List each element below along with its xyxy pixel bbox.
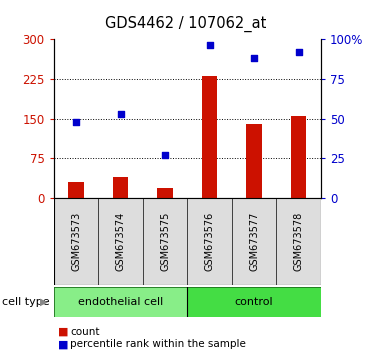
Text: ■: ■ [58, 327, 68, 337]
Text: GSM673578: GSM673578 [294, 212, 303, 271]
Bar [68, 182, 84, 198]
Text: ■: ■ [58, 339, 68, 349]
Text: cell type: cell type [2, 297, 49, 307]
Text: percentile rank within the sample: percentile rank within the sample [70, 339, 246, 349]
Text: control: control [235, 297, 273, 307]
Text: GSM673576: GSM673576 [205, 212, 214, 271]
Point [73, 119, 79, 125]
Point [162, 152, 168, 158]
Bar [246, 124, 262, 198]
Point [251, 55, 257, 61]
Text: GDS4462 / 107062_at: GDS4462 / 107062_at [105, 16, 266, 32]
Bar [113, 177, 128, 198]
Point [118, 111, 124, 117]
Text: ▶: ▶ [40, 297, 48, 307]
Text: GSM673575: GSM673575 [160, 212, 170, 271]
Point [296, 49, 302, 55]
Text: GSM673573: GSM673573 [71, 212, 81, 271]
Bar [291, 116, 306, 198]
Bar [187, 287, 321, 317]
Bar [202, 76, 217, 198]
Text: GSM673577: GSM673577 [249, 212, 259, 271]
Bar [157, 188, 173, 198]
Text: GSM673574: GSM673574 [116, 212, 125, 271]
Text: endothelial cell: endothelial cell [78, 297, 163, 307]
Bar [54, 287, 187, 317]
Point [207, 42, 213, 48]
Text: count: count [70, 327, 100, 337]
